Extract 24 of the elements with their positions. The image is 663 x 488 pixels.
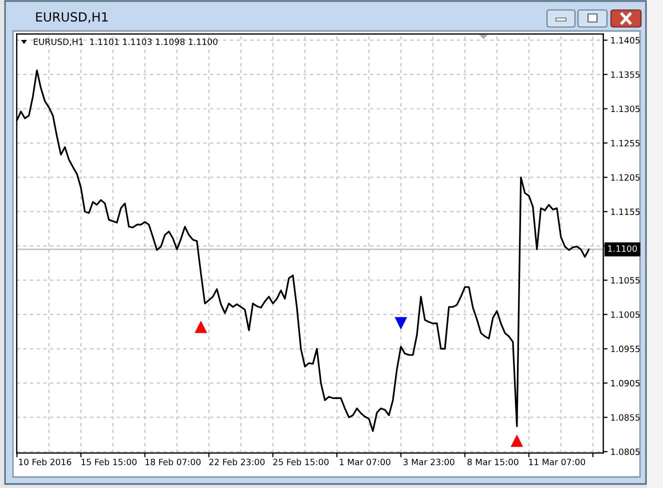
x-tick-label: 11 Mar 07:00 <box>529 458 586 466</box>
x-tick-label: 25 Feb 15:00 <box>273 458 329 466</box>
y-tick-label: 1.0955 <box>611 346 640 352</box>
x-tick-label: 8 Mar 15:00 <box>467 458 518 466</box>
y-tick-label: 1.1155 <box>611 208 640 216</box>
y-tick-label: 1.1405 <box>611 37 640 44</box>
chart-subtitle: EURUSD,H1 1.1101 1.1103 1.1098 1.1100 <box>34 38 218 46</box>
y-tick-label: 1.1355 <box>611 71 640 78</box>
y-tick-label: 1.0805 <box>611 448 640 456</box>
x-tick-label: 3 Mar 23:00 <box>404 458 454 466</box>
y-tick-label: 1.1255 <box>611 140 640 146</box>
x-tick-label: 18 Feb 07:00 <box>146 458 201 466</box>
chart-title: EURUSD,H1 <box>36 12 108 23</box>
y-tick-label: 1.1005 <box>611 311 640 318</box>
y-tick-label: 1.0855 <box>611 414 640 421</box>
y-tick-label: 1.1305 <box>611 106 640 112</box>
x-tick-label: 22 Feb 23:00 <box>209 458 265 466</box>
ref-line-label: 1.1100 <box>608 245 637 252</box>
y-tick-label: 1.0905 <box>611 380 640 386</box>
x-tick-label: 15 Feb 15:00 <box>82 458 137 466</box>
x-tick-label: 10 Feb 2016 <box>19 458 72 466</box>
x-tick-label: 1 Mar 07:00 <box>340 458 390 466</box>
y-tick-label: 1.1205 <box>611 174 640 181</box>
y-tick-label: 1.1055 <box>611 277 640 284</box>
